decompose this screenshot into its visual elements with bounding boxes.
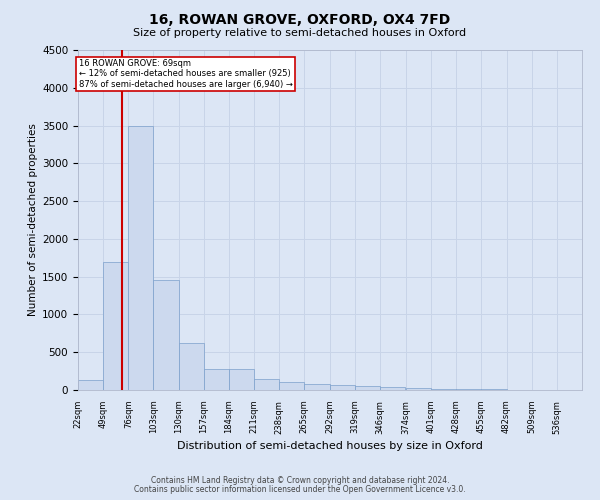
Bar (78, 380, 103, 390)
Text: Size of property relative to semi-detached houses in Oxford: Size of property relative to semi-detach… (133, 28, 467, 38)
Bar (154, 280, 179, 390)
Bar (355, 386, 380, 390)
Bar (204, 369, 229, 390)
Text: 16 ROWAN GROVE: 69sqm
← 12% of semi-detached houses are smaller (925)
87% of sem: 16 ROWAN GROVE: 69sqm ← 12% of semi-deta… (79, 59, 293, 89)
Bar (254, 378, 279, 390)
Bar (229, 369, 254, 390)
Bar (406, 388, 431, 390)
Bar (304, 384, 329, 390)
Bar (456, 389, 481, 390)
Bar (103, 262, 128, 390)
Bar (329, 386, 355, 390)
Bar (431, 389, 456, 390)
Text: Contains public sector information licensed under the Open Government Licence v3: Contains public sector information licen… (134, 485, 466, 494)
Bar (128, 126, 154, 390)
Text: 16, ROWAN GROVE, OXFORD, OX4 7FD: 16, ROWAN GROVE, OXFORD, OX4 7FD (149, 12, 451, 26)
Text: Contains HM Land Registry data © Crown copyright and database right 2024.: Contains HM Land Registry data © Crown c… (151, 476, 449, 485)
Bar (279, 382, 304, 390)
Bar (179, 343, 204, 390)
Bar (380, 387, 405, 390)
X-axis label: Distribution of semi-detached houses by size in Oxford: Distribution of semi-detached houses by … (177, 440, 483, 450)
Y-axis label: Number of semi-detached properties: Number of semi-detached properties (28, 124, 38, 316)
